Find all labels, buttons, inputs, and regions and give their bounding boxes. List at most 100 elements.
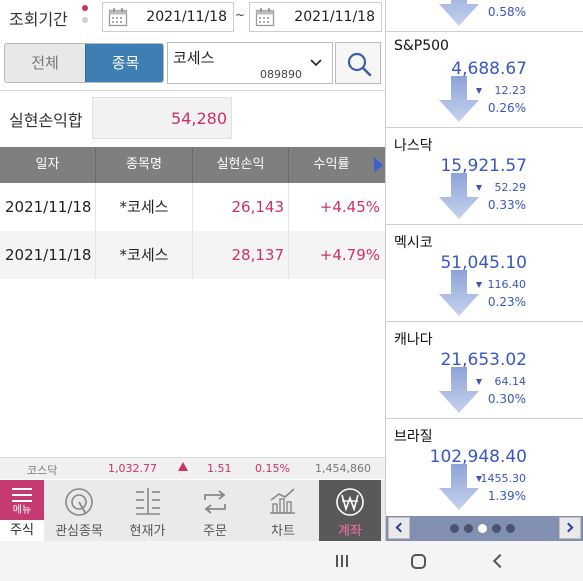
stock-category-label[interactable]: 주식: [0, 520, 44, 541]
table-header: 일자 종목명 실현손익 수익률: [0, 147, 385, 183]
nav-chart[interactable]: 차트: [249, 480, 317, 541]
system-nav-bar: [0, 541, 583, 581]
search-button[interactable]: [335, 42, 381, 84]
chevron-left-icon: [395, 522, 406, 533]
index-value: 102,948.40: [429, 447, 527, 467]
nav-label: 주문: [203, 524, 227, 539]
down-triangle-icon: [476, 282, 482, 288]
index-value: 51,045.10: [440, 253, 527, 273]
nav-current-price[interactable]: 현재가: [114, 480, 181, 541]
index-item[interactable]: 브라질 102,948.40 1455.30 1.39%: [386, 420, 583, 516]
end-date-value: 2021/11/18: [294, 9, 375, 25]
index-pager: [386, 516, 583, 541]
prev-page-button[interactable]: [388, 517, 410, 539]
header-date: 일자: [35, 157, 60, 172]
header-realized-pnl: 실현손익: [216, 157, 265, 172]
index-change: 116.40: [487, 278, 527, 291]
row-date: 2021/11/18: [5, 198, 92, 216]
order-icon: [204, 490, 226, 514]
index-change: 1455.30: [480, 472, 527, 485]
down-arrow-icon: [439, 464, 479, 510]
segment-stock-button[interactable]: 종목: [85, 44, 163, 82]
index-item[interactable]: 멕시코 51,045.10 116.40 0.23%: [386, 226, 583, 322]
down-arrow-icon: [439, 76, 479, 122]
page-dot-active[interactable]: [478, 524, 487, 533]
row-stock-name: *코세스: [119, 198, 169, 216]
divider: [0, 90, 385, 91]
row-stock-name: *코세스: [119, 246, 169, 264]
date-separator: ~: [235, 8, 246, 22]
index-name: 나스닥: [394, 138, 433, 154]
nav-watchlist[interactable]: 관심종목: [44, 480, 114, 541]
nav-label: 현재가: [129, 524, 166, 539]
table-row[interactable]: 2021/11/18 *코세스 28,137 +4.79%: [0, 231, 385, 279]
down-triangle-icon: [476, 88, 482, 94]
watchlist-icon: [65, 488, 93, 516]
hamburger-icon: [12, 488, 32, 502]
market-ticker[interactable]: 코스닥 1,032.77 1.51 0.15% 1,454,860: [0, 457, 385, 479]
start-date-value: 2021/11/18: [146, 9, 227, 25]
scroll-right-arrow-icon[interactable]: [374, 157, 383, 173]
scope-segment: 전체 종목: [4, 43, 164, 83]
down-arrow-icon: [439, 0, 479, 26]
table-row[interactable]: 2021/11/18 *코세스 26,143 +4.45%: [0, 183, 385, 231]
row-date: 2021/11/18: [5, 246, 92, 264]
account-won-icon: [336, 488, 364, 516]
stock-code: 089890: [260, 68, 302, 81]
nav-label: 관심종목: [55, 524, 103, 539]
chevron-down-icon: [310, 59, 322, 67]
down-arrow-icon: [439, 270, 479, 316]
row-rate: +4.79%: [319, 246, 380, 264]
index-percent: 1.39%: [487, 489, 526, 503]
index-name: 캐나다: [394, 332, 433, 348]
calendar-icon: [255, 8, 275, 27]
chart-icon: [270, 488, 295, 514]
index-value: 4,688.67: [451, 59, 527, 79]
nav-account[interactable]: 계좌: [319, 480, 381, 541]
index-item[interactable]: 캐나다 21,653.02 64.14 0.30%: [386, 323, 583, 419]
row-pnl: 26,143: [231, 198, 285, 216]
index-change: 12.23: [494, 84, 527, 97]
index-item[interactable]: S&P500 4,688.67 12.23 0.26%: [386, 32, 583, 128]
world-index-panel: 0.58% S&P500 4,688.67 12.23 0.26% 나스닥 15…: [385, 0, 583, 541]
down-triangle-icon: [476, 379, 482, 385]
period-bar: 조회기간 2021/11/18 ~ 2021/11/1: [0, 0, 385, 38]
index-item[interactable]: 0.58%: [386, 0, 583, 32]
realized-pnl-box: 54,280: [92, 97, 232, 139]
realized-pnl-label: 실현손익합: [9, 111, 83, 130]
down-triangle-icon: [476, 185, 482, 191]
recent-apps-button[interactable]: [336, 555, 349, 567]
nav-order[interactable]: 주문: [181, 480, 249, 541]
page-dot[interactable]: [506, 524, 515, 533]
index-item[interactable]: 나스닥 15,921.57 52.29 0.33%: [386, 129, 583, 225]
nav-label: 계좌: [338, 524, 362, 539]
back-button[interactable]: [492, 553, 508, 569]
stock-select[interactable]: 코세스 089890: [167, 42, 333, 84]
realized-pnl-value: 54,280: [171, 109, 227, 128]
index-value: 21,653.02: [440, 350, 527, 370]
start-date-field[interactable]: 2021/11/18: [102, 2, 234, 32]
segment-all-button[interactable]: 전체: [31, 54, 59, 72]
ticker-change: 1.51: [207, 462, 232, 475]
index-percent: 0.30%: [487, 392, 526, 406]
nav-label: 차트: [271, 524, 295, 539]
next-page-button[interactable]: [559, 517, 581, 539]
down-arrow-icon: [439, 173, 479, 219]
index-value: 15,921.57: [440, 156, 527, 176]
page-dot[interactable]: [464, 524, 473, 533]
page-dot[interactable]: [450, 524, 459, 533]
period-toggle-dots[interactable]: [82, 5, 90, 29]
page-dot[interactable]: [492, 524, 501, 533]
index-change: 52.29: [494, 181, 527, 194]
ticker-value: 1,032.77: [108, 462, 157, 475]
bottom-nav: 메뉴 관심종목 현재가: [0, 480, 385, 541]
ticker-percent: 0.15%: [255, 462, 290, 475]
search-icon: [347, 52, 372, 77]
index-percent: 0.26%: [487, 101, 526, 115]
index-percent: 0.23%: [487, 295, 526, 309]
index-name: S&P500: [394, 38, 449, 54]
home-button[interactable]: [411, 554, 426, 569]
chevron-right-icon: [563, 522, 574, 533]
end-date-field[interactable]: 2021/11/18: [249, 2, 382, 32]
calendar-icon: [108, 8, 128, 27]
